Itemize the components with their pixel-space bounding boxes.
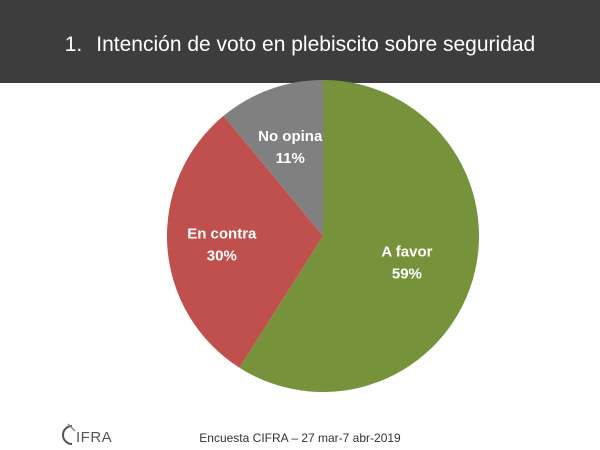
source-note: Encuesta CIFRA – 27 mar-7 abr-2019 (199, 431, 401, 445)
svg-text:IFRA: IFRA (76, 429, 112, 446)
title-text: Intención de voto en plebiscito sobre se… (96, 33, 536, 56)
slice-name-label: No opina (258, 128, 323, 145)
slice-value-label: 59% (392, 265, 422, 282)
pie-slice-a-favor (239, 80, 479, 392)
title-number: 1. (64, 33, 83, 56)
slice-name-label: En contra (187, 225, 257, 242)
cifra-logo: IFRA (62, 423, 112, 446)
slice-value-label: 11% (276, 150, 305, 167)
header-bar: 1. Intención de voto en plebiscito sobre … (0, 0, 600, 83)
pie-slice-no-opina (223, 80, 323, 236)
slice-name-label: A favor (381, 243, 432, 260)
pie-slice-en-contra (167, 115, 323, 368)
slice-value-label: 30% (207, 247, 237, 264)
page-title: 1. Intención de voto en plebiscito sobre … (0, 33, 600, 57)
